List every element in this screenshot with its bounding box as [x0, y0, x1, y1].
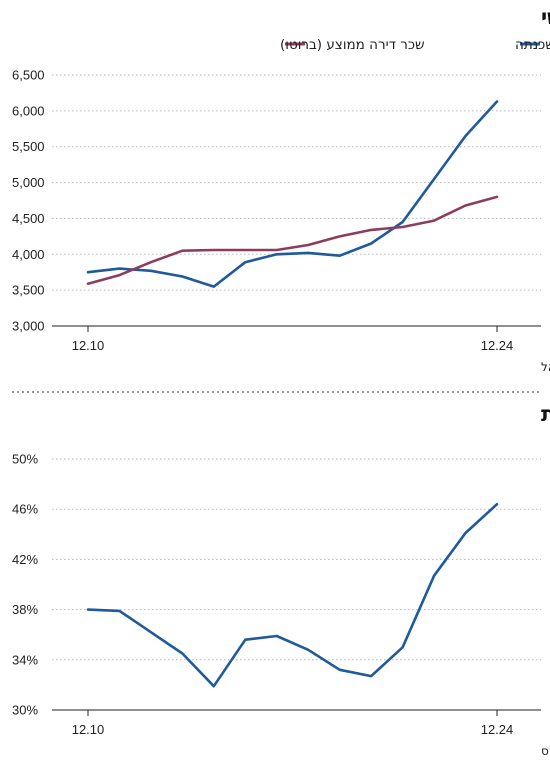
- x-tick-label: 12.10: [72, 338, 105, 353]
- y-tick-label: 6,500: [12, 68, 45, 83]
- x-tick-label: 12.10: [72, 722, 105, 737]
- y-tick-label: 6,000: [12, 103, 45, 118]
- chart2-x-ticks: 12.10 12.24: [72, 710, 514, 737]
- x-tick-label: 12.24: [481, 338, 514, 353]
- y-tick-label: 5,000: [12, 175, 45, 190]
- y-tick-label: 3,000: [12, 319, 45, 334]
- y-tick-label: 34%: [12, 652, 38, 667]
- y-tick-label: 38%: [12, 602, 38, 617]
- chart1-gridlines: [52, 74, 541, 291]
- y-tick-label: 5,500: [12, 139, 45, 154]
- legend-label-mortgage: החזר חודשי ממוצע על משכנתה: [515, 37, 550, 53]
- y-tick-label: 4,000: [12, 247, 45, 262]
- series-line-primary: [86, 100, 499, 288]
- chart1-title: החזרי המשכנתה זינקו יותר משכ"ד החודשי: [541, 5, 550, 29]
- y-tick-label: 50%: [12, 452, 38, 467]
- series-line-primary: [86, 502, 499, 688]
- chart2-source: מקור: עיבוד מיטב ברוקראז' על נתוני בנק י…: [541, 744, 550, 758]
- y-tick-label: 4,500: [12, 211, 45, 226]
- chart2-series: [86, 502, 499, 688]
- y-tick-label: 42%: [12, 552, 38, 567]
- chart2-gridlines: [52, 458, 541, 661]
- chart1-series: [86, 100, 499, 288]
- chart1-y-axis: 6,500 6,000 5,500 5,000 4,500 4,000 3,500 3,000: [12, 68, 45, 334]
- y-tick-label: 46%: [12, 502, 38, 517]
- chart2-y-axis: 50% 46% 42% 38% 34% 30%: [12, 452, 38, 718]
- y-tick-label: 3,500: [12, 283, 45, 298]
- chart2-title: החזרי המשכנתה בדרך לגזור חצי מההכנסה הממ…: [541, 402, 550, 426]
- series-line-secondary: [86, 195, 499, 286]
- chart1-source: מקור: עיבוד מיטב ברוקראז' על נתוני הלמ"ס…: [541, 360, 550, 374]
- chart1-legend: החזר חודשי ממוצע על משכנתה שכר דירה ממוצ…: [280, 37, 550, 53]
- y-tick-label: 30%: [12, 703, 38, 718]
- legend-label-rent: שכר דירה ממוצע (ברוטו): [280, 37, 425, 53]
- x-tick-label: 12.24: [481, 722, 514, 737]
- chart1-x-ticks: 12.10 12.24: [72, 326, 514, 353]
